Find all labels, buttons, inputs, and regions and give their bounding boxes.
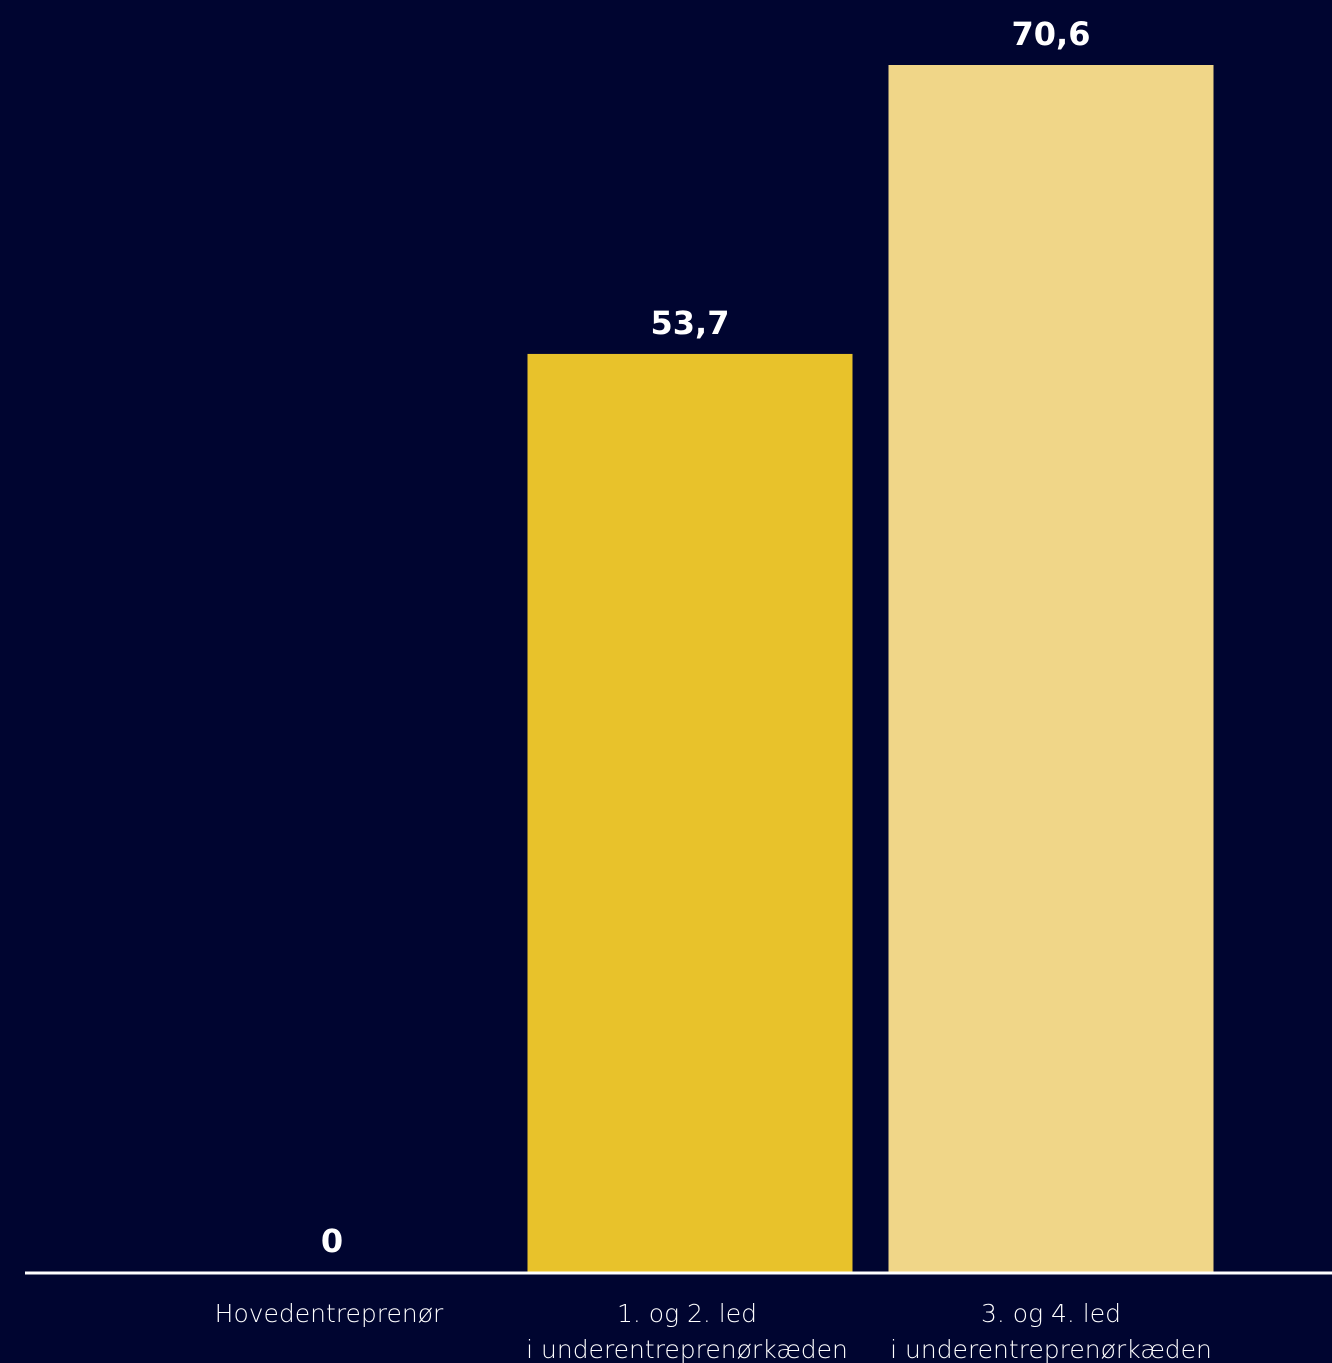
category-label-1-line-1: i underentreprenørkæden [526,1335,848,1363]
bar-2 [888,65,1214,1272]
category-label-2-line-0: 3. og 4. led [981,1299,1121,1328]
bar-1 [527,353,853,1273]
category-labels-group: Hovedentreprenør 1. og 2. led i underentre… [215,1299,1212,1363]
value-label-0: 0 [321,1222,343,1260]
category-label-1-line-0: 1. og 2. led [617,1299,757,1328]
category-label-2-line-1: i underentreprenørkæden [890,1335,1212,1363]
value-labels-group: 0 53,7 70,6 [321,15,1091,1260]
value-label-2: 70,6 [1012,15,1091,53]
value-label-1: 53,7 [651,304,730,342]
category-label-0-line-0: Hovedentreprenør [215,1299,444,1328]
bars-group [527,65,1214,1273]
